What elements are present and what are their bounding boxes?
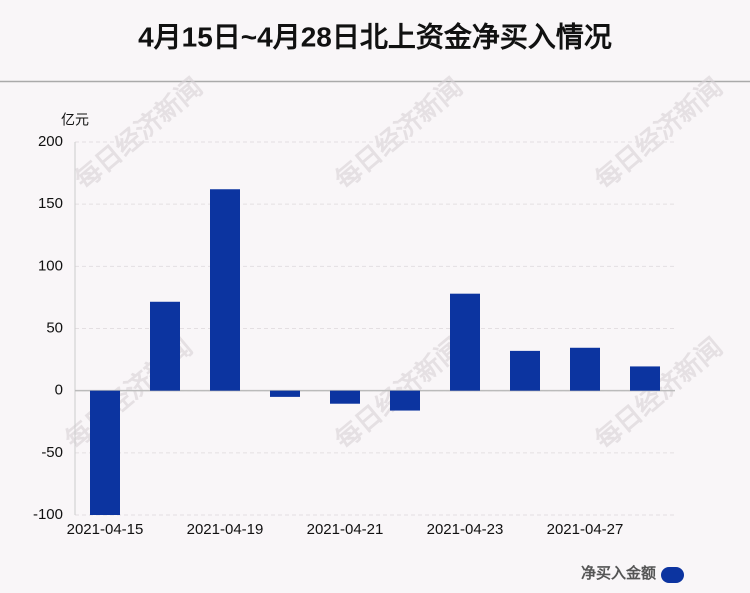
- x-tick-label: 2021-04-27: [547, 521, 624, 538]
- y-tick-label: 100: [38, 257, 63, 274]
- y-tick-label: -100: [33, 506, 63, 523]
- bar: [270, 390, 300, 397]
- bar: [630, 366, 660, 391]
- y-tick-label: -50: [41, 444, 63, 461]
- x-tick-label: 2021-04-21: [307, 521, 384, 538]
- legend-label: 净买入金额: [581, 564, 656, 582]
- bar: [90, 390, 120, 515]
- bar: [510, 350, 540, 391]
- y-tick-label: 50: [46, 319, 63, 336]
- x-tick-label: 2021-04-23: [427, 521, 504, 538]
- bar: [150, 301, 180, 391]
- y-tick-label: 200: [38, 133, 63, 150]
- x-tick-label: 2021-04-19: [187, 521, 264, 538]
- bar: [210, 189, 240, 391]
- bar: [330, 390, 360, 404]
- legend-swatch: [661, 567, 684, 583]
- bar: [570, 347, 600, 391]
- y-tick-label: 0: [55, 382, 63, 399]
- y-tick-label: 150: [38, 195, 63, 212]
- bar: [390, 390, 420, 411]
- bar: [450, 293, 480, 391]
- y-axis-unit: 亿元: [61, 112, 89, 128]
- x-tick-label: 2021-04-15: [67, 521, 144, 538]
- chart-title: 4月15日~4月28日北上资金净买入情况: [138, 20, 612, 52]
